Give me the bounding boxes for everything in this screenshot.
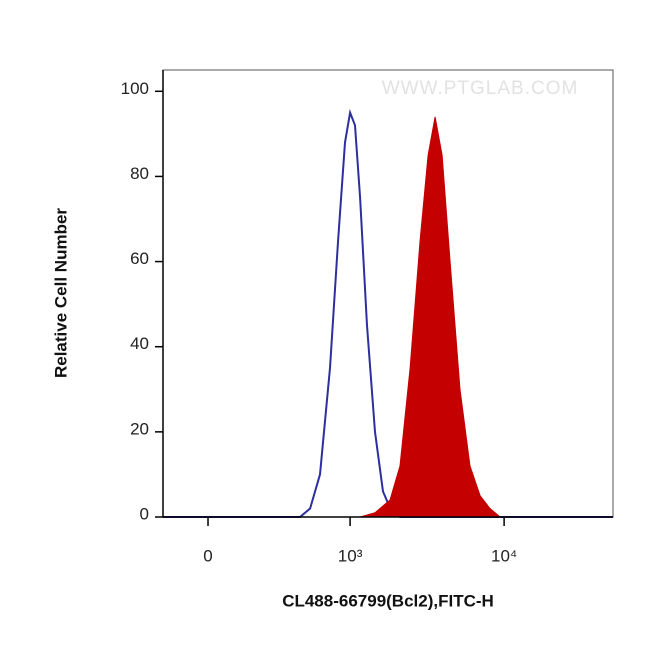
histogram-area bbox=[163, 116, 613, 518]
x-tick-label: 0 bbox=[203, 546, 212, 565]
y-tick-label: 100 bbox=[121, 79, 149, 98]
y-axis-title: Relative Cell Number bbox=[51, 208, 70, 378]
x-tick-label: 10³ bbox=[338, 546, 363, 565]
plot-frame bbox=[162, 69, 614, 518]
y-tick-label: 20 bbox=[130, 419, 149, 438]
x-axis-title: CL488-66799(Bcl2),FITC-H bbox=[282, 591, 494, 610]
y-tick-label: 80 bbox=[130, 164, 149, 183]
y-tick-label: 0 bbox=[140, 504, 149, 523]
watermark: WWW.PTGLAB.COM bbox=[382, 78, 579, 99]
y-tick-label: 60 bbox=[130, 249, 149, 268]
y-tick-label: 40 bbox=[130, 334, 149, 353]
histogram-line bbox=[163, 108, 613, 518]
x-tick-label: 10⁴ bbox=[491, 546, 517, 565]
